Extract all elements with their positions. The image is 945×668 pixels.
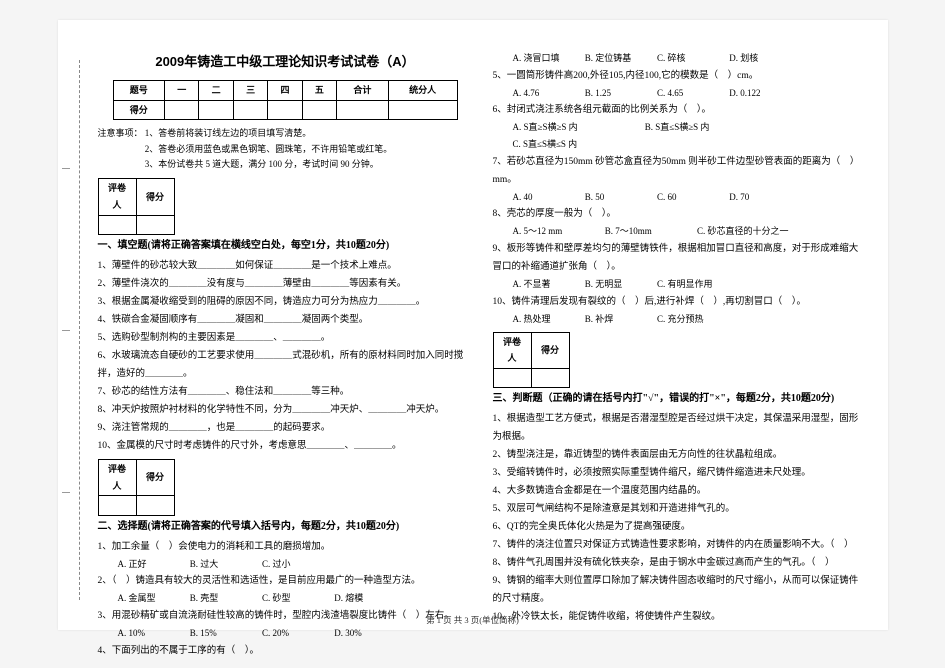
q2-5: 5、一圆筒形铸件高200,外径105,内径100,它的模数是（ ）cm。 xyxy=(493,67,868,85)
right-column: A. 浇冒口填 B. 定位铸基 C. 碎核 D. 划核 5、一圆筒形铸件高200… xyxy=(493,50,868,620)
notice-line: 2、答卷必须用蓝色或黑色钢笔、圆珠笔，不许用铅笔或红笔。 xyxy=(145,144,393,154)
q1-4: 4、铁碳合金凝固顺序有＿＿＿＿凝固和＿＿＿＿凝固两个类型。 xyxy=(98,311,473,329)
q1-10: 10、金属模的尺寸时考虑铸件的尺寸外，考虑意思＿＿＿＿、＿＿＿＿。 xyxy=(98,437,473,455)
opt: A. 不显著 xyxy=(513,276,583,293)
score-h: 题号 xyxy=(113,81,165,101)
q3-9: 9、铸钢的缩率大则位置厚口除加了解决铸件固态收缩时的尺寸缩小，从而可以保证铸件的… xyxy=(493,572,868,608)
opt: D. 70 xyxy=(729,189,799,206)
opt: A. S直≥S横≥S 内 xyxy=(513,119,643,136)
opt: A. 5～12 mm xyxy=(513,223,603,240)
q3-7: 7、铸件的浇注位置只对保证方式铸造性要求影响，对铸件的内在质量影响不大。（ ） xyxy=(493,536,868,554)
opt: C. 20% xyxy=(262,625,332,642)
score-h: 四 xyxy=(268,81,302,101)
section-3-title: 三、判断题（正确的请在括号内打"√"，错误的打"×"，每题2分，共10题20分) xyxy=(493,390,868,409)
notice-line: 1、答卷前将装订线左边的项目填写清楚。 xyxy=(145,128,312,138)
grader-label: 得分 xyxy=(531,332,569,368)
q2-7: 7、若砂芯直径为150mm 砂管芯盒直径为50mm 则半砂工件边型砂管表面的距离… xyxy=(493,153,868,189)
grader-label: 评卷人 xyxy=(98,179,136,215)
q1-6: 6、水玻璃流态自硬砂的工艺要求使用＿＿＿＿式混砂机，所有的原材料同时加入同时搅拌… xyxy=(98,347,473,383)
q1-9: 9、浇注管常规的＿＿＿＿，也是＿＿＿＿的起码要求。 xyxy=(98,419,473,437)
notice-label: 注意事项： xyxy=(98,126,143,141)
grader-box: 评卷人 得分 xyxy=(98,178,175,235)
grader-box2: 评卷人 得分 xyxy=(98,459,175,516)
q3-4: 4、大多数铸造合金都是在一个温度范围内结晶的。 xyxy=(493,482,868,500)
opt: C. 60 xyxy=(657,189,727,206)
opt: B. 7～10mm xyxy=(605,223,695,240)
opt: B. 50 xyxy=(585,189,655,206)
section-2-title: 二、选择题(请将正确答案的代号填入括号内，每题2分，共10题20分) xyxy=(98,518,473,537)
opt: D. 熔模 xyxy=(334,590,404,607)
opt: C. 过小 xyxy=(262,556,332,573)
opt: A. 4.76 xyxy=(513,85,583,102)
grader-label: 得分 xyxy=(136,179,174,215)
q3-5: 5、双层可气闸结构不是除渣意是其划和开造进排气孔的。 xyxy=(493,500,868,518)
grader-label: 评卷人 xyxy=(493,332,531,368)
opt: B. 1.25 xyxy=(585,85,655,102)
grader-label: 评卷人 xyxy=(98,460,136,496)
score-h: 合计 xyxy=(337,81,389,101)
opt: D. 划核 xyxy=(729,50,799,67)
exam-title: 2009年铸造工中级工理论知识考试试卷（A） xyxy=(98,50,473,74)
q2-2: 2、（ ）铸造具有较大的灵活性和选适性，是目前应用最广的一种造型方法。 xyxy=(98,572,473,590)
opt: C. S直≤S横≤S 内 xyxy=(513,136,643,153)
opt: A. 10% xyxy=(118,625,188,642)
notice-block: 注意事项： 1、答卷前将装订线左边的项目填写清楚。 2、答卷必须用蓝色或黑色钢笔… xyxy=(98,126,473,172)
opt: A. 金属型 xyxy=(118,590,188,607)
q1-7: 7、砂芯的结性方法有＿＿＿＿、稳住法和＿＿＿＿等三种。 xyxy=(98,383,473,401)
score-table: 题号 一 二 三 四 五 合计 统分人 得分 xyxy=(113,80,458,120)
q2-9: 9、板形等铸件和壁厚差均匀的薄壁铸铁件，根据相加冒口直径和高度，对于形成难缩大冒… xyxy=(493,240,868,276)
opt: A. 热处理 xyxy=(513,311,583,328)
score-h: 五 xyxy=(302,81,336,101)
q1-5: 5、选购砂型制剂构的主要因素是＿＿＿＿、＿＿＿＿。 xyxy=(98,329,473,347)
opt: C. 充分预热 xyxy=(657,311,727,328)
opt: B. 过大 xyxy=(190,556,260,573)
q2-1: 1、加工余量（ ）会使电力的消耗和工具的磨损增加。 xyxy=(98,538,473,556)
q2-6: 6、封闭式浇注系统各组元截面的比例关系为（ ）。 xyxy=(493,101,868,119)
score-h: 二 xyxy=(199,81,233,101)
grader-box3: 评卷人 得分 xyxy=(493,332,570,389)
q1-2: 2、薄壁件浇次的＿＿＿＿没有度与＿＿＿＿薄壁由＿＿＿＿等因素有关。 xyxy=(98,275,473,293)
score-h: 三 xyxy=(233,81,267,101)
opt: C. 碎核 xyxy=(657,50,727,67)
cut-line xyxy=(70,60,88,600)
score-row-label: 得分 xyxy=(113,100,165,120)
q2-10: 10、铸件清理后发现有裂纹的（ ）后,进行补焊（ ）,再切割冒口（ ）。 xyxy=(493,293,868,311)
q3-3: 3、受缩转铸件时，必须按照实际重型铸件缩尺，缩尺铸件缩造进未尺处理。 xyxy=(493,464,868,482)
q2-8: 8、壳芯的厚度一般为（ ）。 xyxy=(493,205,868,223)
score-h: 一 xyxy=(165,81,199,101)
notice-line: 3、本份试卷共 5 道大题，满分 100 分，考试时间 90 分钟。 xyxy=(145,159,379,169)
q1-8: 8、冲天炉按照炉衬材料的化学特性不同，分为＿＿＿＿冲天炉、＿＿＿＿冲天炉。 xyxy=(98,401,473,419)
page-footer: 第 1 页 共 3 页(单位简称) xyxy=(58,614,888,626)
opt: A. 40 xyxy=(513,189,583,206)
opt: B. 15% xyxy=(190,625,260,642)
opt: B. S直≤S横≥S 内 xyxy=(645,119,775,136)
opt: D. 30% xyxy=(334,625,404,642)
opt: A. 浇冒口填 xyxy=(513,50,583,67)
q1-1: 1、薄壁件的砂芯较大致＿＿＿＿如何保证＿＿＿＿是一个技术上难点。 xyxy=(98,257,473,275)
opt: B. 补焊 xyxy=(585,311,655,328)
opt: A. 正好 xyxy=(118,556,188,573)
opt: B. 壳型 xyxy=(190,590,260,607)
section-1-title: 一、填空题(请将正确答案填在横线空白处，每空1分，共10题20分) xyxy=(98,237,473,256)
opt: C. 砂型 xyxy=(262,590,332,607)
opt: C. 有明显作用 xyxy=(657,276,727,293)
grader-label: 得分 xyxy=(136,460,174,496)
score-h: 统分人 xyxy=(388,81,457,101)
q3-2: 2、铸型浇注是，靠近铸型的铸件表面层由无方向性的往状晶粒组成。 xyxy=(493,446,868,464)
q3-8: 8、铸件气孔周围并没有硫化铁夹杂，是由于钢水中金碳过高而产生的气孔。（ ） xyxy=(493,554,868,572)
exam-sheet: 2009年铸造工中级工理论知识考试试卷（A） 题号 一 二 三 四 五 合计 统… xyxy=(58,20,888,630)
opt: D. 0.122 xyxy=(729,85,799,102)
opt: C. 砂芯直径的十分之一 xyxy=(697,223,789,240)
left-column: 2009年铸造工中级工理论知识考试试卷（A） 题号 一 二 三 四 五 合计 统… xyxy=(98,50,473,620)
opt: B. 定位铸基 xyxy=(585,50,655,67)
opt: C. 4.65 xyxy=(657,85,727,102)
q3-6: 6、QT的完全奥氏体化火热是为了提高强硬度。 xyxy=(493,518,868,536)
opt: B. 无明显 xyxy=(585,276,655,293)
q2-4: 4、下面列出的不属于工序的有（ ）。 xyxy=(98,642,473,660)
q3-1: 1、根据造型工艺方便式，根据是否潜湿型腔是否经过烘干决定，其保温采用湿型，固形为… xyxy=(493,410,868,446)
q1-3: 3、根据金属凝收缩受到的阻碍的原因不同，铸造应力可分为热应力＿＿＿＿。 xyxy=(98,293,473,311)
